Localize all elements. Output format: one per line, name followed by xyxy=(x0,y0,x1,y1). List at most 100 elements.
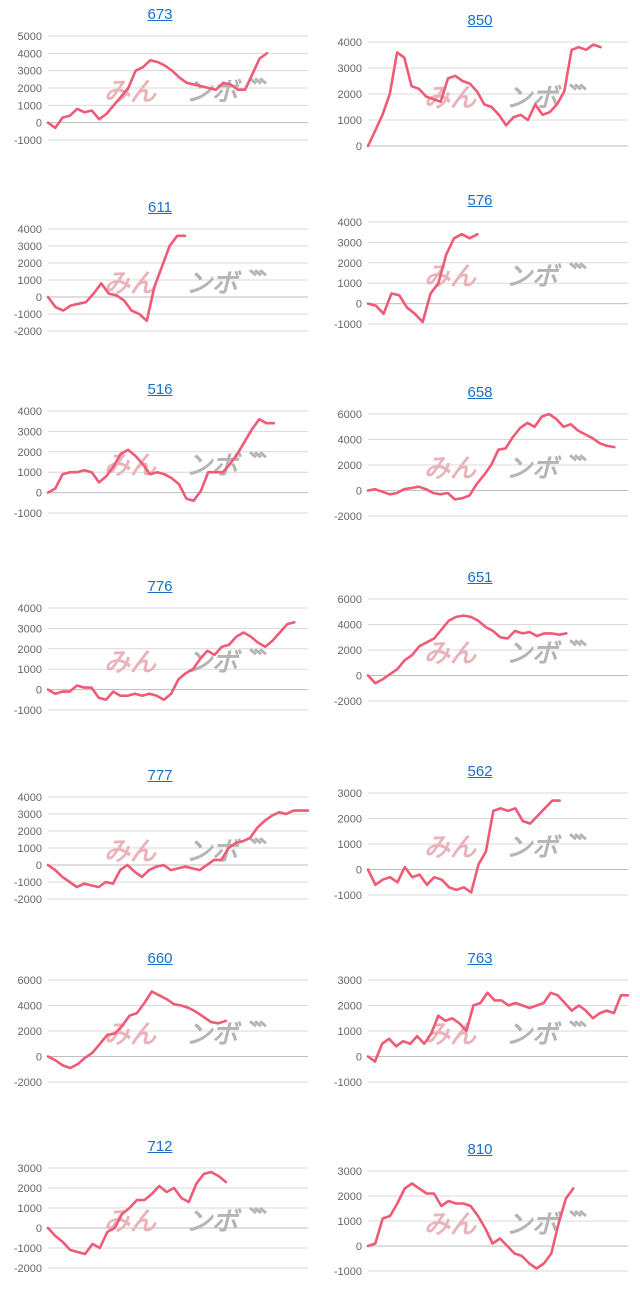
y-tick-label: 0 xyxy=(36,860,42,872)
y-tick-label: 5000 xyxy=(18,31,42,43)
y-tick-label: 2000 xyxy=(18,1183,42,1195)
svg-text:ンボ: ンボ xyxy=(506,639,562,669)
y-tick-label: 2000 xyxy=(338,89,362,101)
chart-title-link[interactable]: 810 xyxy=(467,1141,493,1158)
y-tick-label: 2000 xyxy=(18,83,42,95)
svg-text:ンボ: ンボ xyxy=(186,1207,242,1237)
y-tick-label: -2000 xyxy=(14,326,42,338)
chart-panel: 810 -1000 0 1000 2000 3000 みん ンボ xyxy=(320,1141,640,1281)
y-tick-label: 4000 xyxy=(18,1001,42,1013)
y-tick-label: 4000 xyxy=(338,217,362,229)
watermark-logo: みん ンボ xyxy=(104,1206,267,1237)
y-tick-label: 2000 xyxy=(338,814,362,826)
chart-panel: 576 -1000 0 1000 2000 3000 4000 みん ンボ xyxy=(320,192,640,334)
y-tick-label: -2000 xyxy=(14,894,42,906)
chart-title-link[interactable]: 660 xyxy=(147,950,173,967)
y-tick-label: 3000 xyxy=(338,788,362,800)
y-tick-label: 1000 xyxy=(338,1216,362,1228)
y-tick-label: 1000 xyxy=(18,100,42,112)
svg-text:みん: みん xyxy=(104,1020,157,1050)
chart-panel: 651 -2000 0 2000 4000 6000 みん ンボ xyxy=(320,569,640,711)
svg-text:ンボ: ンボ xyxy=(506,1210,562,1240)
svg-text:みん: みん xyxy=(104,837,157,867)
svg-text:ンボ: ンボ xyxy=(506,454,562,484)
svg-text:みん: みん xyxy=(424,1210,477,1240)
svg-text:みん: みん xyxy=(424,639,477,669)
y-tick-label: -1000 xyxy=(14,508,42,520)
line-chart: -2000 0 2000 4000 6000 みん ンボ xyxy=(334,409,628,523)
y-tick-label: 3000 xyxy=(338,63,362,75)
y-tick-label: 1000 xyxy=(18,467,42,479)
y-tick-label: 1000 xyxy=(338,1026,362,1038)
chart-title-link[interactable]: 763 xyxy=(467,950,493,967)
series-line xyxy=(46,417,276,503)
y-tick-label: 2000 xyxy=(338,460,362,472)
chart-title-link[interactable]: 658 xyxy=(467,384,493,401)
y-tick-label: 3000 xyxy=(18,426,42,438)
watermark-logo: みん ンボ xyxy=(424,454,587,484)
y-tick-label: 0 xyxy=(356,671,362,683)
chart-title-link[interactable]: 850 xyxy=(467,12,493,29)
chart-panel: 516 -1000 0 1000 2000 3000 4000 みん ンボ xyxy=(0,381,320,523)
chart-title-link[interactable]: 777 xyxy=(147,767,173,784)
watermark-logo: みん ンボ xyxy=(104,837,267,867)
chart-title-link[interactable]: 562 xyxy=(467,763,493,780)
y-tick-label: 1000 xyxy=(18,275,42,287)
chart-title-link[interactable]: 776 xyxy=(147,578,173,595)
svg-text:ンボ: ンボ xyxy=(506,1020,562,1050)
line-chart: -2000 -1000 0 1000 2000 3000 みん ンボ xyxy=(14,1163,308,1275)
y-tick-label: 2000 xyxy=(18,644,42,656)
svg-text:ンボ: ンボ xyxy=(506,833,562,863)
y-tick-label: 3000 xyxy=(18,809,42,821)
line-chart: -1000 0 1000 2000 3000 みん ンボ xyxy=(334,788,628,902)
watermark-logo: みん ンボ xyxy=(424,1020,587,1050)
y-tick-label: 3000 xyxy=(338,1166,362,1178)
chart-title-link[interactable]: 611 xyxy=(148,199,172,216)
y-tick-label: 1000 xyxy=(338,278,362,290)
y-tick-label: 3000 xyxy=(338,975,362,987)
y-tick-label: 6000 xyxy=(338,409,362,421)
y-tick-label: -2000 xyxy=(14,1077,42,1089)
chart-title-link[interactable]: 576 xyxy=(467,192,493,209)
y-tick-label: 2000 xyxy=(18,447,42,459)
line-chart: -1000 0 1000 2000 3000 4000 みん ンボ xyxy=(14,603,308,717)
y-tick-label: 3000 xyxy=(18,241,42,253)
y-tick-label: -2000 xyxy=(14,1263,42,1275)
y-tick-label: 2000 xyxy=(338,1001,362,1013)
svg-text:ンボ: ンボ xyxy=(186,451,242,481)
chart-title-link[interactable]: 516 xyxy=(147,381,173,398)
line-chart: -1000 0 1000 2000 3000 4000 みん ンボ xyxy=(14,406,308,520)
line-chart: -1000 0 1000 2000 3000 みん ンボ xyxy=(334,1166,628,1278)
y-tick-label: 1000 xyxy=(18,843,42,855)
y-tick-label: -1000 xyxy=(334,319,362,331)
y-tick-label: 1000 xyxy=(338,839,362,851)
y-tick-label: 2000 xyxy=(18,258,42,270)
y-tick-label: -1000 xyxy=(14,877,42,889)
chart-panel: 777 -2000 -1000 0 1000 2000 3000 4000 みん ンボ xyxy=(0,767,320,909)
chart-title-link[interactable]: 712 xyxy=(147,1138,173,1155)
svg-text:ンボ: ンボ xyxy=(186,1020,242,1050)
chart-panel: 850 0 1000 2000 3000 4000 みん ンボ xyxy=(320,12,640,156)
chart-panel: 673 -1000 0 1000 2000 3000 4000 5000 みん ンボ xyxy=(0,6,320,150)
y-tick-label: 0 xyxy=(36,1052,42,1064)
watermark-logo: みん ンボ xyxy=(424,1209,587,1240)
y-tick-label: 0 xyxy=(36,292,42,304)
watermark-logo: みん ンボ xyxy=(104,451,267,481)
y-tick-label: 4000 xyxy=(338,435,362,447)
series-line xyxy=(46,1170,228,1256)
chart-title-link[interactable]: 651 xyxy=(467,569,493,586)
y-tick-label: 1000 xyxy=(18,1203,42,1215)
chart-title-link[interactable]: 673 xyxy=(147,6,173,23)
series-line xyxy=(366,232,479,324)
chart-panel: 562 -1000 0 1000 2000 3000 みん ンボ xyxy=(320,763,640,905)
y-tick-label: 6000 xyxy=(338,594,362,606)
y-tick-label: 0 xyxy=(36,685,42,697)
y-tick-label: 0 xyxy=(356,141,362,153)
y-tick-label: -1000 xyxy=(14,705,42,717)
y-tick-label: 6000 xyxy=(18,975,42,987)
y-tick-label: 2000 xyxy=(18,826,42,838)
y-tick-label: -1000 xyxy=(14,309,42,321)
y-tick-label: -1000 xyxy=(334,890,362,902)
y-tick-label: 0 xyxy=(36,118,42,130)
